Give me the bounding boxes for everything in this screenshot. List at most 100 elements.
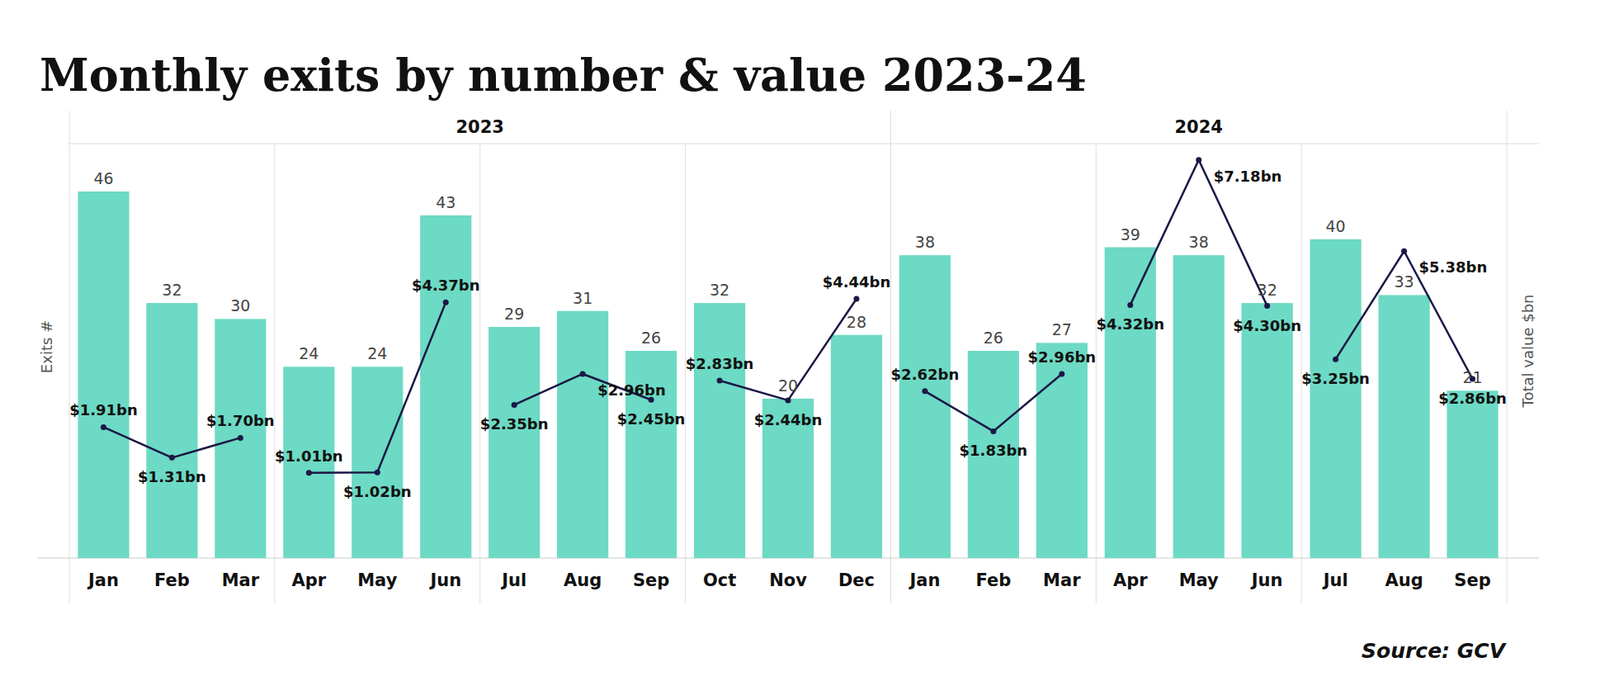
line-point [785,396,792,403]
plot-area [77,156,1498,558]
frame [37,110,1539,604]
bar [693,302,746,558]
value-label: $2.62bn [891,365,960,383]
line-point [853,296,859,303]
line-point [1127,302,1133,308]
y2-axis-title: Total value $bn [1519,294,1537,409]
year-label: 2023 [455,117,504,137]
bar-label: 38 [1189,232,1209,251]
value-label: $4.32bn [1095,315,1165,333]
bar [488,326,540,558]
line-point [1058,370,1065,377]
value-label: $1.83bn [959,441,1029,459]
line-point [169,454,175,461]
value-label: $4.44bn [822,273,892,291]
line-point [990,428,996,435]
x-tick-label: Apr [292,570,327,590]
line-point [1264,302,1270,309]
bar [1241,302,1294,558]
value-label: $7.18bn [1213,167,1283,185]
line-point [443,299,449,306]
bar [77,191,129,558]
bar [1310,239,1362,558]
line-point [921,387,928,394]
bar [1036,342,1088,558]
bar-label: 32 [161,280,182,299]
x-tick-label: Mar [1043,570,1081,590]
x-tick-label: Sep [632,570,670,590]
source: Source: GCV [1361,638,1507,663]
bar-label: 43 [435,193,456,212]
x-tick-label: Sep [1453,570,1491,590]
x-tick-label: Dec [838,570,875,590]
quarter-separator [684,143,686,604]
x-tick-label: Jan [907,570,940,590]
x-tick-label: Nov [769,570,808,590]
bar-label: 26 [983,328,1004,347]
bar-label: 40 [1326,217,1346,236]
x-tick-label: Aug [563,570,602,590]
title: Monthly exits by number & value 2023-24 [39,48,1087,102]
value-label: $2.35bn [480,415,549,433]
bar [1446,390,1498,558]
value-label: $1.70bn [206,411,275,430]
value-label: $5.38bn [1419,258,1488,276]
line-point [306,469,312,476]
value-label: $2.44bn [754,410,823,429]
bar-label: 31 [572,288,593,307]
value-label: $1.31bn [137,467,207,486]
x-tick-label: Oct [703,570,737,590]
value-label: $2.83bn [685,354,755,373]
bar [899,254,951,558]
x-tick-label: Jan [86,570,119,590]
value-label: $1.01bn [274,447,344,465]
x-tick-label: Jul [1321,570,1349,590]
bar [556,311,609,558]
x-tick-label: Aug [1384,570,1423,590]
value-label: $1.91bn [69,401,138,419]
bar-label: 33 [1393,272,1414,291]
bar [146,302,198,558]
x-tick-label: Apr [1113,570,1148,590]
data-labels: 4632302424432931263220283826273938324033… [69,167,1507,501]
x-tick-label: Feb [975,570,1011,590]
bar-label: 24 [298,344,319,363]
bar-label: 26 [641,328,661,347]
value-label: $4.37bn [411,276,481,294]
line-point [237,434,244,441]
x-tick-label: May [357,570,397,590]
bar [1173,254,1225,558]
line-point [717,377,723,383]
bar [830,335,883,558]
x-tick-label: Jun [1250,570,1284,590]
value-line [103,426,241,458]
line-point [580,370,586,377]
quarter-separator [479,143,481,604]
quarter-separator [273,143,275,604]
line-point [374,469,381,476]
value-label: $2.86bn [1438,389,1507,407]
chart: Monthly exits by number & value 2023-24 2… [0,0,1600,686]
x-tick-label: Feb [154,570,190,590]
bar-label: 30 [230,296,251,315]
frame-right [1506,110,1508,604]
bar-label: 32 [709,280,730,299]
line-point [1332,356,1339,363]
bar [1378,294,1430,558]
bar-label: 24 [367,344,388,363]
line-point [1195,156,1202,163]
quarter-separator [1095,143,1097,604]
bar [214,318,266,558]
line-point [1401,248,1407,255]
value-label: $2.96bn [597,381,666,399]
value-label: $1.02bn [343,482,412,501]
value-label: $2.96bn [1027,348,1096,366]
value-line [719,298,857,401]
value-label: $4.30bn [1232,316,1302,335]
x-tick-label: Mar [221,570,260,590]
frame-left [69,110,71,604]
bar-label: 39 [1120,225,1141,244]
bar-label: 46 [93,169,114,188]
bar [1104,247,1157,559]
value-label: $2.45bn [617,410,686,428]
